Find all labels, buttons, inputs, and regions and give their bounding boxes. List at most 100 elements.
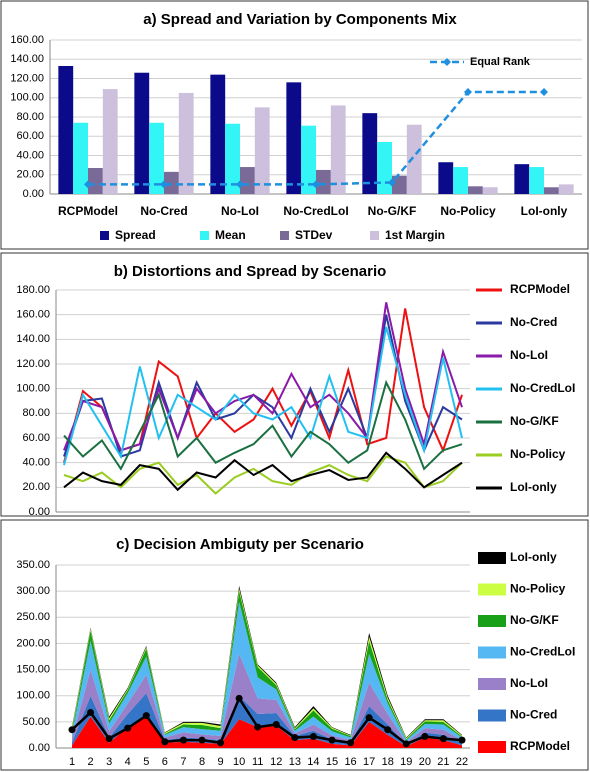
bar — [102, 89, 118, 194]
legend-label: RCPModel — [510, 739, 570, 753]
line-marker — [312, 180, 320, 189]
panel-b — [0, 252, 589, 517]
bar — [286, 82, 302, 194]
y-tick-label: 0.00 — [29, 506, 50, 518]
legend-swatch — [280, 231, 289, 240]
line-marker — [160, 180, 168, 189]
legend-swatch — [100, 231, 109, 240]
y-tick-label: 40.00 — [22, 457, 50, 469]
x-tick-label: 2 — [88, 756, 94, 768]
line-marker — [365, 714, 373, 722]
bar — [88, 168, 103, 194]
bar — [558, 184, 574, 194]
legend-label: No-Policy — [510, 582, 566, 596]
chart-title: c) Decision Ambiguty per Scenario — [116, 536, 364, 553]
line-marker — [198, 736, 206, 744]
bar — [330, 105, 346, 194]
bar — [529, 167, 544, 194]
y-tick-label: 60.00 — [22, 432, 50, 444]
x-tick-label: 11 — [252, 756, 263, 768]
line-marker — [347, 739, 355, 747]
legend-label: No-CredLoI — [510, 381, 575, 395]
bar — [164, 171, 179, 194]
line-marker — [84, 180, 92, 189]
bar — [544, 187, 559, 194]
line-marker — [439, 735, 447, 743]
bar — [254, 107, 270, 194]
y-tick-label: 0.00 — [29, 742, 50, 754]
x-tick-label: 18 — [382, 756, 394, 768]
bar — [377, 142, 392, 194]
bar — [438, 162, 454, 194]
legend-label: No-G/KF — [510, 613, 559, 627]
bar — [362, 113, 378, 194]
line-marker — [402, 740, 410, 748]
x-tick-label: 10 — [233, 756, 245, 768]
legend-label: No-G/KF — [510, 414, 559, 428]
line-marker — [105, 735, 113, 743]
line-marker — [142, 712, 150, 720]
x-tick-label: No-CredLoI — [283, 204, 348, 218]
bar — [316, 169, 331, 194]
x-tick-label: No-Policy — [440, 204, 496, 218]
line-marker — [458, 736, 466, 744]
line — [71, 695, 463, 746]
y-tick-label: 140.00 — [10, 53, 44, 65]
x-tick-label: No-Cred — [140, 204, 187, 218]
y-tick-label: 80.00 — [16, 111, 44, 123]
area — [72, 653, 462, 745]
legend-label: Equal Rank — [470, 56, 531, 68]
legend-label: STDev — [295, 228, 333, 242]
chart-title: b) Distortions and Spread by Scenario — [114, 263, 387, 280]
x-tick-label: 8 — [199, 756, 205, 768]
line-marker — [291, 734, 299, 742]
y-tick-label: 180.00 — [16, 284, 50, 296]
legend-swatch — [478, 552, 506, 564]
y-tick-label: 60.00 — [16, 130, 44, 142]
bar — [392, 175, 407, 194]
x-tick-label: No-G/KF — [368, 204, 417, 218]
line-marker — [236, 180, 244, 189]
line-marker — [254, 723, 262, 731]
line-marker — [217, 739, 225, 747]
line — [63, 302, 463, 452]
legend-swatch — [200, 231, 209, 240]
line-marker — [464, 87, 472, 96]
line-marker — [161, 738, 169, 746]
x-tick-label: 13 — [289, 756, 301, 768]
line-marker — [384, 726, 392, 734]
legend-label: Spread — [115, 228, 156, 242]
x-tick-label: 12 — [270, 756, 282, 768]
line — [63, 326, 463, 466]
bar — [482, 187, 498, 194]
line-marker — [388, 178, 396, 187]
chart-title: a) Spread and Variation by Components Mi… — [143, 11, 457, 28]
line-marker — [421, 732, 429, 740]
panel-a — [0, 0, 589, 250]
area — [72, 693, 462, 747]
x-tick-label: RCPModel — [58, 204, 118, 218]
area — [72, 591, 462, 741]
legend-label: No-CredLoI — [510, 645, 575, 659]
legend-label: No-LoI — [510, 348, 548, 362]
y-tick-label: 100.00 — [16, 383, 50, 395]
x-tick-label: 3 — [106, 756, 112, 768]
x-tick-label: No-LoI — [221, 204, 259, 218]
y-tick-label: 50.00 — [22, 716, 50, 728]
bar — [240, 167, 255, 194]
x-tick-label: 6 — [162, 756, 168, 768]
x-tick-label: 21 — [437, 756, 449, 768]
legend-swatch — [478, 583, 506, 596]
bar — [406, 124, 422, 194]
line — [63, 451, 463, 492]
bar — [58, 65, 74, 194]
x-tick-label: 17 — [363, 756, 375, 768]
bar — [134, 72, 150, 194]
y-tick-label: 20.00 — [16, 169, 44, 181]
legend-label: LoI-only — [510, 480, 557, 494]
line-marker — [87, 708, 95, 716]
legend-label: No-Cred — [510, 708, 557, 722]
bar — [73, 122, 88, 194]
y-tick-label: 120.00 — [10, 72, 44, 84]
